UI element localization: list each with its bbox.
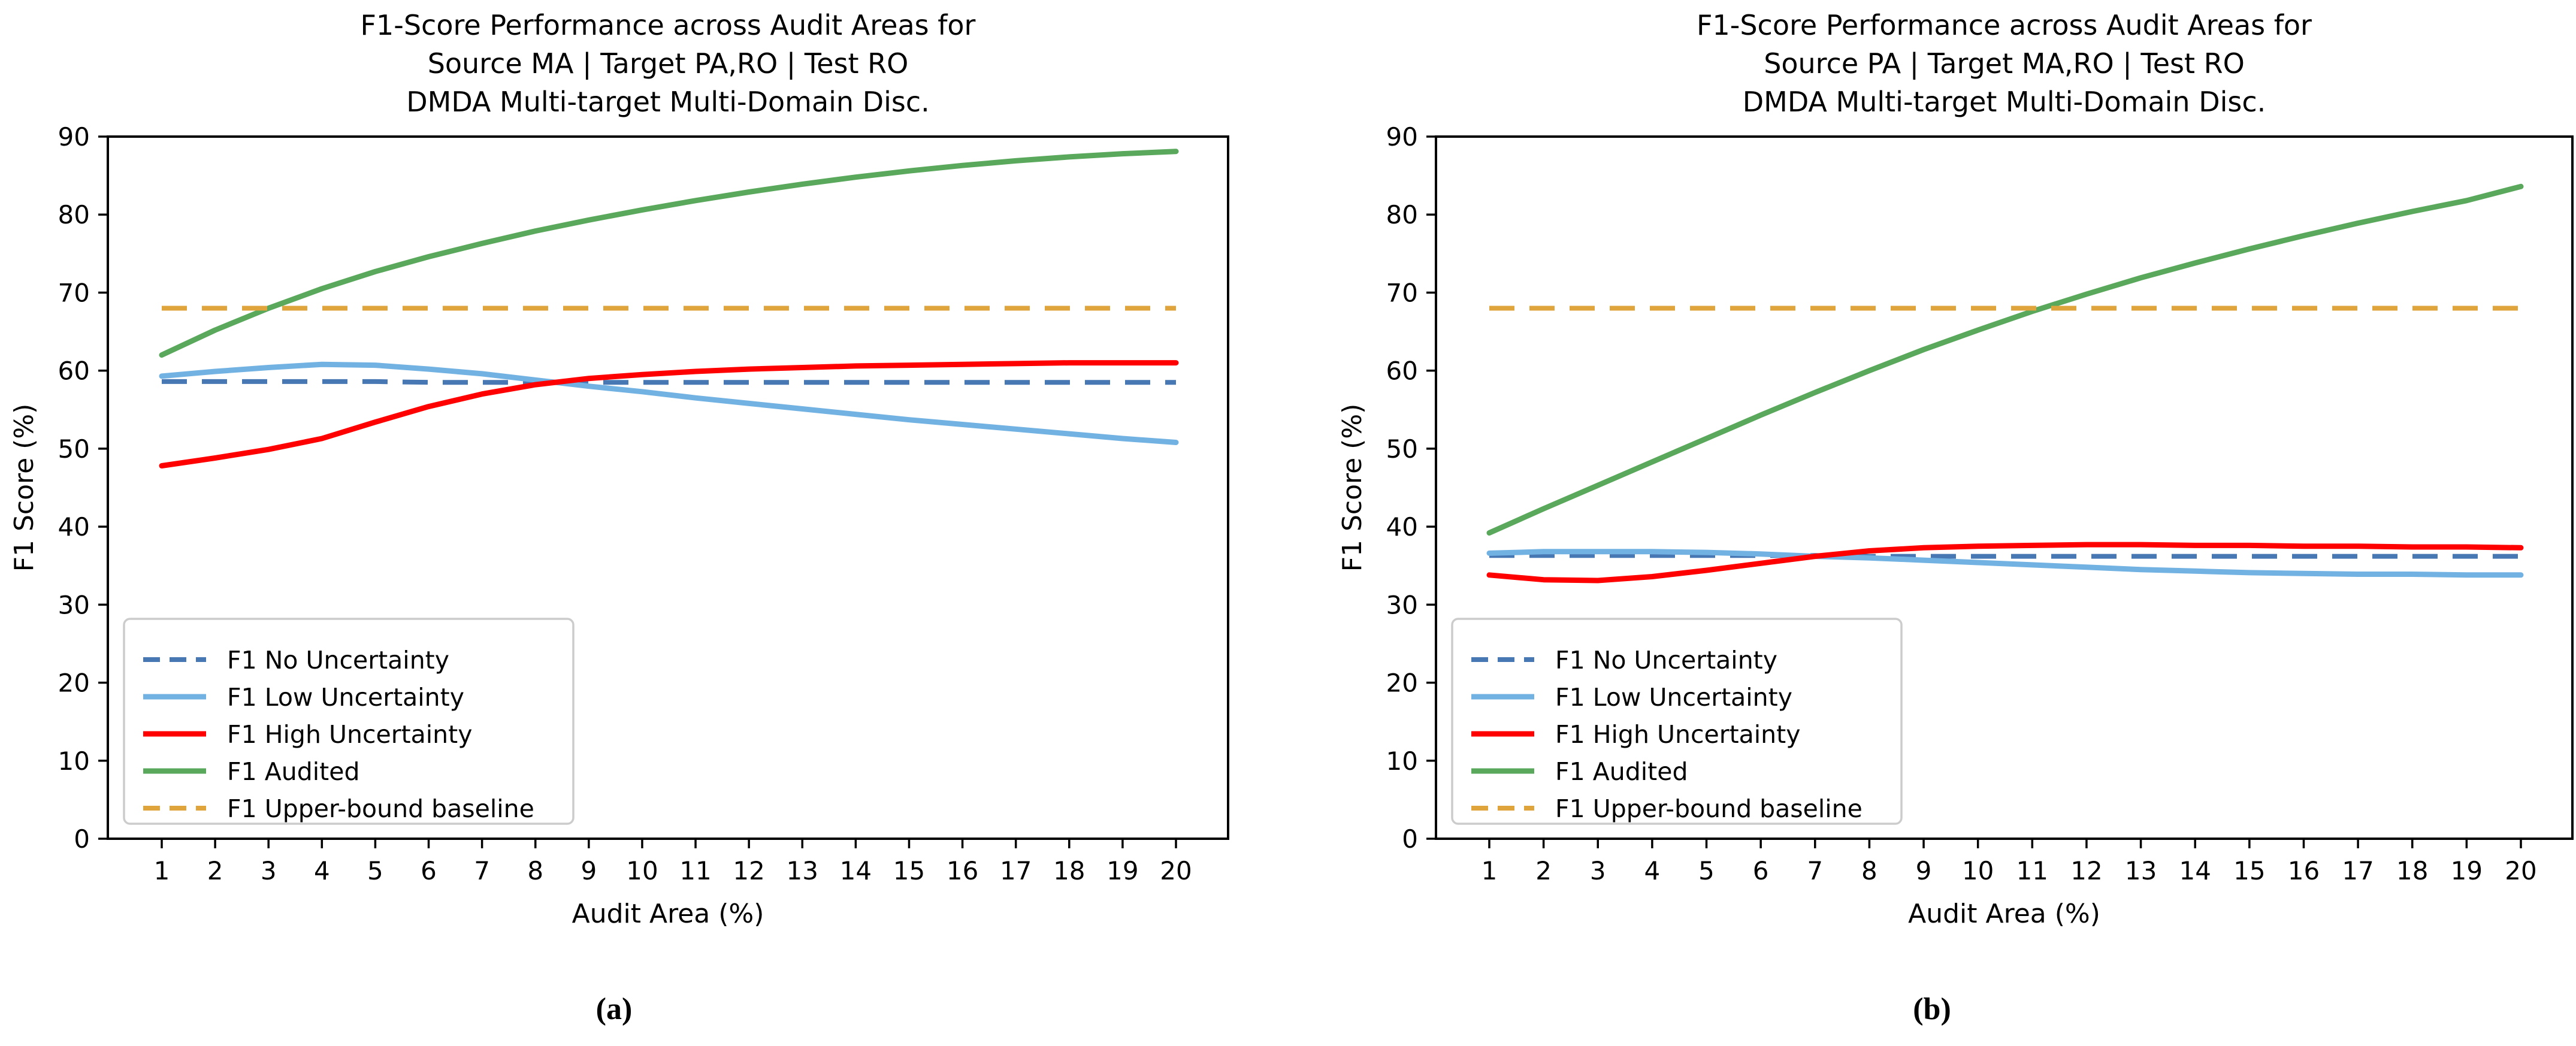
x-tick-label: 4 xyxy=(1644,856,1661,885)
x-tick-label: 11 xyxy=(679,856,711,885)
x-tick-label: 18 xyxy=(1053,856,1085,885)
y-tick-label: 20 xyxy=(58,669,90,698)
legend-label: F1 No Uncertainty xyxy=(1555,646,1777,675)
x-tick-label: 12 xyxy=(733,856,764,885)
x-tick-label: 17 xyxy=(2342,856,2374,885)
x-tick-label: 4 xyxy=(314,856,330,885)
chart-title-line: F1-Score Performance across Audit Areas … xyxy=(361,9,976,41)
x-tick-label: 16 xyxy=(947,856,978,885)
y-tick-label: 60 xyxy=(58,356,90,386)
x-tick-label: 13 xyxy=(787,856,818,885)
chart-title-line: DMDA Multi-target Multi-Domain Disc. xyxy=(406,86,930,118)
legend-label: F1 Low Uncertainty xyxy=(1555,683,1792,712)
x-tick-label: 7 xyxy=(474,856,490,885)
y-tick-label: 10 xyxy=(58,746,90,776)
x-tick-label: 20 xyxy=(2505,856,2536,885)
x-tick-label: 17 xyxy=(1000,856,1032,885)
y-tick-label: 50 xyxy=(1386,434,1418,464)
x-axis-label: Audit Area (%) xyxy=(1908,899,2100,929)
x-tick-label: 2 xyxy=(1535,856,1552,885)
panel-label-a: (a) xyxy=(595,992,633,1026)
y-tick-label: 90 xyxy=(58,122,90,152)
x-tick-label: 18 xyxy=(2396,856,2428,885)
series-line xyxy=(159,360,1179,468)
y-tick-label: 30 xyxy=(1386,590,1418,619)
x-tick-label: 19 xyxy=(1106,856,1138,885)
axes-box xyxy=(107,135,1229,840)
y-tick-label: 0 xyxy=(74,824,90,854)
series-line xyxy=(159,361,1179,445)
series-line xyxy=(1486,542,2524,584)
legend-label: F1 High Uncertainty xyxy=(227,720,473,749)
x-tick-label: 10 xyxy=(1962,856,1994,885)
x-tick-label: 8 xyxy=(527,856,543,885)
x-tick-label: 6 xyxy=(1753,856,1769,885)
x-tick-label: 5 xyxy=(367,856,383,885)
chart-title-line: F1-Score Performance across Audit Areas … xyxy=(1697,9,2312,41)
x-tick-label: 1 xyxy=(154,856,170,885)
chart-b: F1-Score Performance across Audit Areas … xyxy=(1337,9,2574,929)
x-tick-label: 20 xyxy=(1160,856,1192,885)
x-tick-label: 14 xyxy=(2179,856,2211,885)
series-line xyxy=(1486,183,2524,536)
x-tick-label: 9 xyxy=(580,856,597,885)
y-tick-label: 10 xyxy=(1386,746,1418,776)
x-tick-label: 8 xyxy=(1861,856,1877,885)
x-tick-label: 9 xyxy=(1916,856,1932,885)
legend-label: F1 Upper-bound baseline xyxy=(227,794,534,823)
x-tick-label: 10 xyxy=(626,856,658,885)
y-axis-label: F1 Score (%) xyxy=(9,404,40,572)
chart-a: F1-Score Performance across Audit Areas … xyxy=(9,9,1229,929)
axes-box xyxy=(1435,135,2574,840)
x-tick-label: 12 xyxy=(2070,856,2102,885)
y-tick-label: 60 xyxy=(1386,356,1418,386)
x-tick-label: 14 xyxy=(840,856,872,885)
y-tick-label: 40 xyxy=(1386,512,1418,542)
chart-title-line: Source PA | Target MA,RO | Test RO xyxy=(1764,47,2245,80)
y-tick-label: 0 xyxy=(1402,824,1418,854)
y-tick-label: 70 xyxy=(1386,278,1418,307)
legend-box xyxy=(1451,618,1903,825)
legend-box xyxy=(123,618,575,825)
y-tick-label: 40 xyxy=(58,512,90,542)
chart-title-line: DMDA Multi-target Multi-Domain Disc. xyxy=(1743,86,2266,118)
x-tick-label: 6 xyxy=(421,856,437,885)
x-tick-label: 5 xyxy=(1698,856,1715,885)
chart-title-line: Source MA | Target PA,RO | Test RO xyxy=(428,47,909,80)
legend-label: F1 Low Uncertainty xyxy=(227,683,464,712)
legend-label: F1 No Uncertainty xyxy=(227,646,449,675)
x-tick-label: 15 xyxy=(893,856,925,885)
x-tick-label: 2 xyxy=(207,856,223,885)
x-tick-label: 16 xyxy=(2288,856,2320,885)
panel-label-b: (b) xyxy=(1913,992,1951,1026)
legend-label: F1 High Uncertainty xyxy=(1555,720,1801,749)
y-axis-label: F1 Score (%) xyxy=(1337,404,1368,572)
x-tick-label: 7 xyxy=(1807,856,1823,885)
x-tick-label: 1 xyxy=(1481,856,1498,885)
legend-label: F1 Upper-bound baseline xyxy=(1555,794,1863,823)
y-tick-label: 90 xyxy=(1386,122,1418,152)
legend-label: F1 Audited xyxy=(227,757,359,786)
y-tick-label: 30 xyxy=(58,590,90,619)
y-tick-label: 50 xyxy=(58,434,90,464)
y-tick-label: 70 xyxy=(58,278,90,307)
legend-label: F1 Audited xyxy=(1555,757,1688,786)
series-line xyxy=(1486,549,2524,578)
x-tick-label: 13 xyxy=(2125,856,2157,885)
x-tick-label: 3 xyxy=(1590,856,1606,885)
y-tick-label: 80 xyxy=(58,200,90,229)
series-line xyxy=(159,149,1179,358)
x-tick-label: 11 xyxy=(2016,856,2048,885)
x-tick-label: 3 xyxy=(261,856,277,885)
x-tick-label: 15 xyxy=(2233,856,2265,885)
x-axis-label: Audit Area (%) xyxy=(572,899,764,929)
y-tick-label: 80 xyxy=(1386,200,1418,229)
y-tick-label: 20 xyxy=(1386,669,1418,698)
x-tick-label: 19 xyxy=(2451,856,2483,885)
series-line xyxy=(1489,553,2521,559)
